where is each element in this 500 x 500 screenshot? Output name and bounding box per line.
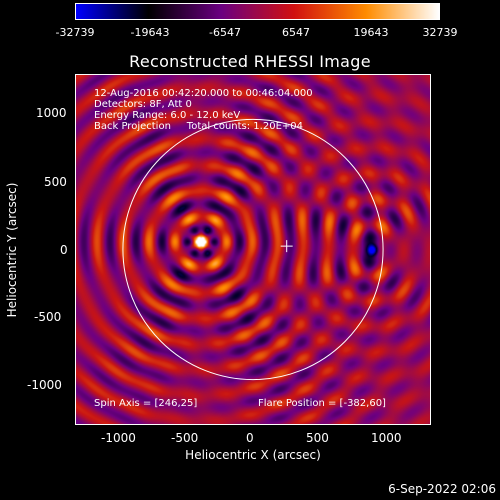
x-tick-label: 1000 (371, 431, 402, 445)
y-tick-label: 1000 (36, 106, 67, 120)
colorbar-tick-label: 6547 (282, 26, 310, 39)
colorbar-tick-label: -6547 (209, 26, 241, 39)
x-tick-label: -1000 (101, 431, 136, 445)
y-tick-label: -500 (34, 310, 62, 324)
flare-position-label: Flare Position = [-382,60] (258, 398, 386, 409)
heatmap-canvas (75, 74, 431, 425)
y-axis-label: Heliocentric Y (arcsec) (5, 182, 19, 318)
plot-overlay (122, 118, 384, 381)
method-counts-info: Back Projection Total counts: 1.20E+04 (94, 121, 303, 132)
x-tick-label: 0 (246, 431, 254, 445)
plot-title: Reconstructed RHESSI Image (129, 52, 371, 71)
spin-axis-marker (280, 240, 293, 253)
plot-datestamp: 6-Sep-2022 02:06 (388, 482, 496, 496)
y-tick-label: 500 (44, 175, 67, 189)
spin-axis-label: Spin Axis = [246,25] (94, 398, 198, 409)
colorbar (75, 3, 440, 20)
energy-range-info: Energy Range: 6.0 - 12.0 keV (94, 110, 241, 121)
x-tick-label: 500 (306, 431, 329, 445)
detectors-info: Detectors: 8F, Att 0 (94, 99, 192, 110)
colorbar-tick-label: 32739 (422, 26, 458, 39)
observation-time-range: 12-Aug-2016 00:42:20.000 to 00:46:04.000 (94, 88, 313, 99)
colorbar-tick-label: -32739 (55, 26, 95, 39)
y-tick-label: -1000 (27, 378, 62, 392)
y-tick-label: 0 (60, 243, 68, 257)
x-axis-label: Heliocentric X (arcsec) (185, 448, 321, 462)
solar-limb-circle (122, 118, 384, 381)
colorbar-tick-label: 19643 (353, 26, 389, 39)
x-tick-label: -500 (171, 431, 199, 445)
heatmap-image (75, 74, 431, 425)
colorbar-tick-label: -19643 (130, 26, 170, 39)
